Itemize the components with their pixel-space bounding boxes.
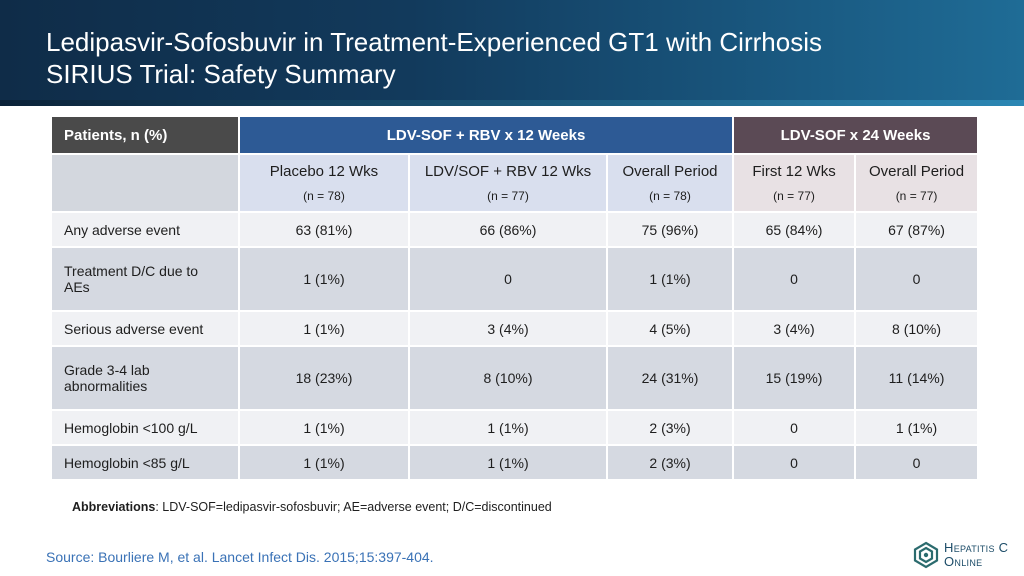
- group-header-row: Patients, n (%) LDV-SOF + RBV x 12 Weeks…: [52, 117, 978, 153]
- table-cell: 0: [734, 248, 855, 310]
- column-n: (n = 77): [487, 189, 529, 203]
- column-n: (n = 78): [649, 189, 691, 203]
- table-cell: 1 (1%): [410, 411, 606, 444]
- table-row: Hemoglobin <85 g/L 1 (1%) 1 (1%) 2 (3%) …: [52, 446, 978, 479]
- table-cell: 11 (14%): [856, 347, 978, 409]
- group-header-ldv-sof-24: LDV-SOF x 24 Weeks: [734, 117, 978, 153]
- table-cell: 2 (3%): [608, 446, 733, 479]
- table-cell: 66 (86%): [410, 213, 606, 246]
- table-cell: 8 (10%): [856, 312, 978, 345]
- row-label: Hemoglobin <100 g/L: [52, 411, 238, 444]
- slide-title: Ledipasvir-Sofosbuvir in Treatment-Exper…: [46, 26, 822, 90]
- column-label: First 12 Wks: [752, 163, 836, 180]
- table-cell: 1 (1%): [856, 411, 978, 444]
- row-label: Treatment D/C due to AEs: [52, 248, 238, 310]
- hepatitis-c-online-logo-icon: [913, 541, 939, 569]
- row-label: Any adverse event: [52, 213, 238, 246]
- abbreviations-text: : LDV-SOF=ledipasvir-sofosbuvir; AE=adve…: [155, 500, 552, 514]
- table-cell: 8 (10%): [410, 347, 606, 409]
- table-cell: 0: [856, 248, 978, 310]
- logo-line-1: Hepatitis C: [944, 540, 1009, 555]
- table-row: Treatment D/C due to AEs 1 (1%) 0 1 (1%)…: [52, 248, 978, 310]
- table-row: Any adverse event 63 (81%) 66 (86%) 75 (…: [52, 213, 978, 246]
- table-cell: 1 (1%): [240, 446, 408, 479]
- table-cell: 3 (4%): [734, 312, 855, 345]
- table-cell: 65 (84%): [734, 213, 855, 246]
- column-header: Overall Period (n = 77): [856, 155, 978, 211]
- table-cell: 75 (96%): [608, 213, 733, 246]
- table-cell: 0: [856, 446, 978, 479]
- table-cell: 63 (81%): [240, 213, 408, 246]
- table-cell: 1 (1%): [608, 248, 733, 310]
- hepatitis-c-online-logo: Hepatitis C Online: [912, 540, 1018, 572]
- row-label: Grade 3-4 lab abnormalities: [52, 347, 238, 409]
- column-n: (n = 77): [895, 189, 938, 203]
- table-row: Serious adverse event 1 (1%) 3 (4%) 4 (5…: [52, 312, 978, 345]
- column-label: Placebo 12 Wks: [269, 163, 379, 180]
- table-cell: 18 (23%): [240, 347, 408, 409]
- column-label: Overall Period: [869, 163, 965, 180]
- slide-title-line-1: Ledipasvir-Sofosbuvir in Treatment-Exper…: [46, 27, 822, 57]
- column-header: LDV/SOF + RBV 12 Wks (n = 77): [410, 155, 606, 211]
- table-cell: 3 (4%): [410, 312, 606, 345]
- group-header-ldv-sof-rbv-12: LDV-SOF + RBV x 12 Weeks: [240, 117, 733, 153]
- table-cell: 1 (1%): [240, 248, 408, 310]
- table-cell: 1 (1%): [240, 411, 408, 444]
- column-header: Overall Period (n = 78): [608, 155, 733, 211]
- table-cell: 1 (1%): [240, 312, 408, 345]
- abbreviations-note: Abbreviations: LDV-SOF=ledipasvir-sofosb…: [72, 500, 552, 514]
- table-cell: 0: [734, 411, 855, 444]
- table-cell: 24 (31%): [608, 347, 733, 409]
- column-header-blank: [52, 155, 238, 211]
- table-cell: 4 (5%): [608, 312, 733, 345]
- logo-text: Hepatitis C Online: [944, 541, 1008, 569]
- column-header: Placebo 12 Wks (n = 78): [240, 155, 408, 211]
- title-banner: Ledipasvir-Sofosbuvir in Treatment-Exper…: [0, 0, 1024, 106]
- row-label: Serious adverse event: [52, 312, 238, 345]
- column-header: First 12 Wks (n = 77): [734, 155, 855, 211]
- safety-summary-table: Patients, n (%) LDV-SOF + RBV x 12 Weeks…: [50, 115, 979, 481]
- column-label: LDV/SOF + RBV 12 Wks: [424, 163, 592, 180]
- table-cell: 0: [734, 446, 855, 479]
- slide-title-line-2: SIRIUS Trial: Safety Summary: [46, 59, 396, 89]
- abbreviations-label: Abbreviations: [72, 500, 156, 514]
- column-n: (n = 77): [773, 189, 815, 203]
- column-header-row: Placebo 12 Wks (n = 78) LDV/SOF + RBV 12…: [52, 155, 978, 211]
- table-cell: 15 (19%): [734, 347, 855, 409]
- table-cell: 1 (1%): [410, 446, 606, 479]
- table-row: Hemoglobin <100 g/L 1 (1%) 1 (1%) 2 (3%)…: [52, 411, 978, 444]
- column-label: Overall Period: [622, 163, 718, 180]
- table-cell: 2 (3%): [608, 411, 733, 444]
- source-citation: Source: Bourliere M, et al. Lancet Infec…: [46, 549, 434, 565]
- column-n: (n = 78): [303, 189, 345, 203]
- patients-header: Patients, n (%): [52, 117, 238, 153]
- table-row: Grade 3-4 lab abnormalities 18 (23%) 8 (…: [52, 347, 978, 409]
- table-cell: 67 (87%): [856, 213, 978, 246]
- table-cell: 0: [410, 248, 606, 310]
- logo-line-2: Online: [944, 554, 983, 569]
- row-label: Hemoglobin <85 g/L: [52, 446, 238, 479]
